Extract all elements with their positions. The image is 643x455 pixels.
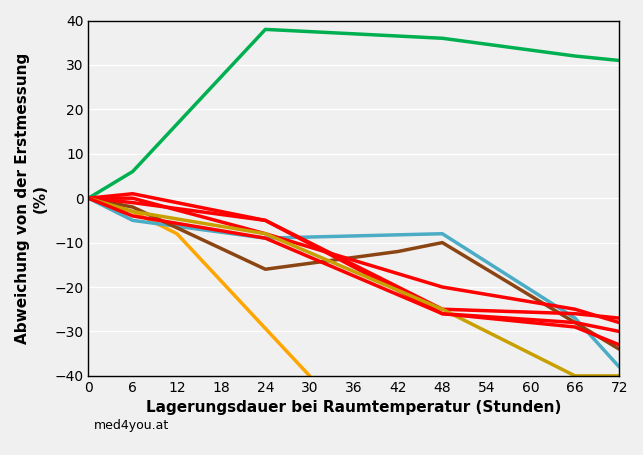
Y-axis label: Abweichung von der Erstmessung
(%): Abweichung von der Erstmessung (%) — [15, 53, 48, 344]
Text: med4you.at: med4you.at — [94, 419, 169, 431]
X-axis label: Lagerungsdauer bei Raumtemperatur (Stunden): Lagerungsdauer bei Raumtemperatur (Stund… — [146, 400, 561, 415]
